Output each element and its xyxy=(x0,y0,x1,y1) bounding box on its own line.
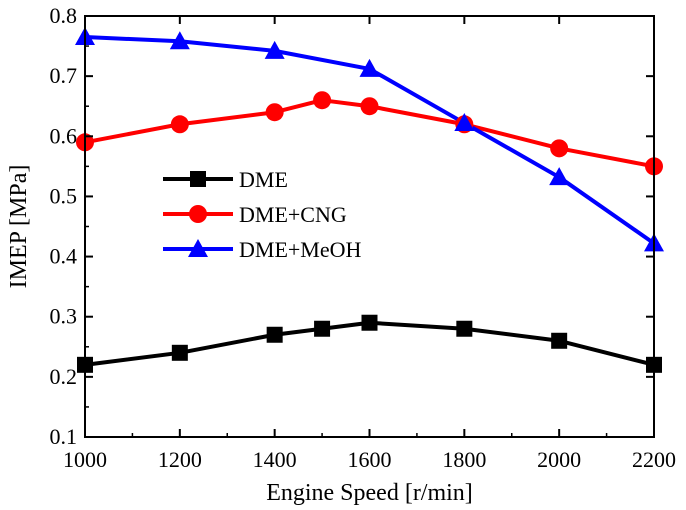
data-point-series-2 xyxy=(454,113,475,132)
data-point-series-1 xyxy=(265,103,284,122)
x-tick-label: 1400 xyxy=(253,447,297,472)
data-point-series-1 xyxy=(313,91,332,110)
legend: DME DME+CNG DME+MeOH xyxy=(163,167,362,262)
x-tick-label: 1800 xyxy=(442,447,486,472)
y-tick-label: 0.2 xyxy=(50,364,78,389)
y-tick-label: 0.5 xyxy=(50,183,78,208)
y-tick-label: 0.3 xyxy=(50,304,78,329)
series-line-0 xyxy=(84,320,655,367)
data-point-series-0 xyxy=(266,326,283,343)
data-point-series-0 xyxy=(456,320,473,337)
x-axis-ticks: 1000 1200 1400 1600 1800 2000 2200 xyxy=(63,16,676,472)
legend-marker xyxy=(189,205,207,223)
x-tick-label: 1000 xyxy=(63,447,107,472)
y-tick-label: 0.6 xyxy=(50,123,78,148)
x-tick-label: 2000 xyxy=(537,447,581,472)
data-point-series-2 xyxy=(359,58,380,77)
y-tick-label: 0.7 xyxy=(50,63,78,88)
data-point-series-2 xyxy=(264,40,285,59)
data-point-series-0 xyxy=(171,344,188,361)
data-point-series-0 xyxy=(314,320,331,337)
series-line-1 xyxy=(84,98,655,169)
data-point-series-0 xyxy=(551,332,568,349)
legend-marker xyxy=(190,171,206,187)
data-point-series-1 xyxy=(170,115,189,134)
series-markers xyxy=(75,27,664,373)
legend-marker xyxy=(188,239,208,257)
data-point-series-1 xyxy=(550,139,569,158)
legend-label: DME+MeOH xyxy=(239,237,362,262)
y-axis-title: IMEP [MPa] xyxy=(6,165,32,289)
y-axis-ticks: 0.1 0.2 0.3 0.4 0.5 0.6 0.7 0.8 xyxy=(50,3,654,449)
y-tick-label: 0.1 xyxy=(50,424,78,449)
x-axis-title: Engine Speed [r/min] xyxy=(266,480,473,506)
x-tick-label: 1200 xyxy=(158,447,202,472)
y-tick-label: 0.8 xyxy=(50,3,78,28)
data-point-series-1 xyxy=(360,97,379,116)
data-point-series-2 xyxy=(169,31,190,50)
y-tick-label: 0.4 xyxy=(50,244,78,269)
data-point-series-2 xyxy=(549,167,570,186)
data-point-series-0 xyxy=(361,314,378,331)
x-tick-label: 2200 xyxy=(632,447,676,472)
plot-frame xyxy=(84,15,655,438)
legend-label: DME xyxy=(239,167,288,192)
x-tick-label: 1600 xyxy=(348,447,392,472)
legend-label: DME+CNG xyxy=(239,202,347,227)
